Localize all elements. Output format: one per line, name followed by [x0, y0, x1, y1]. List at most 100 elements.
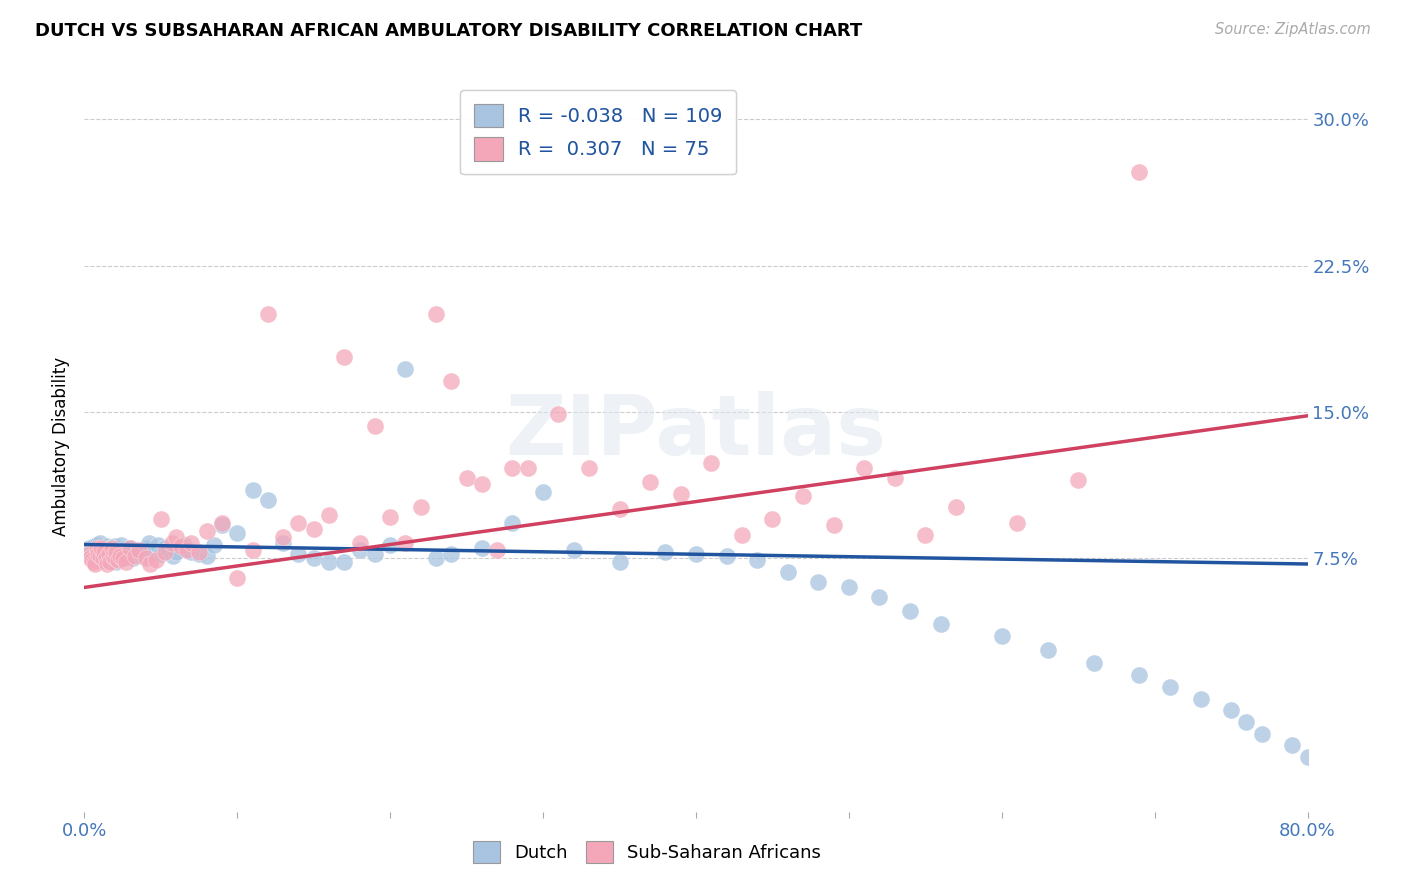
- Point: [669, 487, 692, 501]
- Point: [155, 541, 177, 556]
- Point: [91, 553, 114, 567]
- Point: [333, 351, 356, 365]
- Point: [124, 543, 146, 558]
- Point: [115, 547, 138, 561]
- Point: [108, 549, 131, 564]
- Point: [97, 543, 120, 558]
- Point: [380, 537, 402, 551]
- Point: [1083, 657, 1105, 671]
- Point: [853, 461, 876, 475]
- Point: [108, 547, 131, 561]
- Point: [86, 537, 108, 551]
- Point: [792, 489, 814, 503]
- Point: [86, 545, 108, 559]
- Point: [104, 540, 127, 554]
- Point: [90, 549, 112, 564]
- Point: [93, 545, 115, 559]
- Point: [929, 617, 952, 632]
- Point: [1159, 680, 1181, 694]
- Y-axis label: Ambulatory Disability: Ambulatory Disability: [52, 357, 70, 535]
- Point: [96, 540, 118, 554]
- Point: [165, 530, 187, 544]
- Point: [83, 540, 105, 554]
- Point: [146, 537, 169, 551]
- Point: [1327, 772, 1350, 786]
- Point: [83, 547, 105, 561]
- Point: [195, 549, 218, 564]
- Point: [456, 471, 478, 485]
- Point: [149, 512, 172, 526]
- Point: [1067, 473, 1090, 487]
- Text: DUTCH VS SUBSAHARAN AFRICAN AMBULATORY DISABILITY CORRELATION CHART: DUTCH VS SUBSAHARAN AFRICAN AMBULATORY D…: [35, 22, 862, 40]
- Point: [176, 543, 198, 558]
- Point: [257, 492, 280, 507]
- Point: [516, 461, 538, 475]
- Point: [761, 512, 783, 526]
- Point: [547, 407, 569, 421]
- Point: [139, 557, 162, 571]
- Point: [135, 541, 157, 556]
- Point: [271, 530, 294, 544]
- Point: [155, 545, 177, 559]
- Point: [160, 535, 183, 549]
- Point: [409, 500, 432, 515]
- Point: [776, 565, 799, 579]
- Point: [364, 547, 387, 561]
- Text: Source: ZipAtlas.com: Source: ZipAtlas.com: [1215, 22, 1371, 37]
- Point: [120, 541, 142, 556]
- Point: [83, 555, 105, 569]
- Point: [145, 553, 167, 567]
- Point: [111, 551, 134, 566]
- Point: [94, 551, 117, 566]
- Point: [531, 484, 554, 499]
- Point: [242, 483, 264, 497]
- Point: [638, 475, 661, 489]
- Point: [138, 535, 160, 549]
- Point: [127, 545, 149, 559]
- Point: [1403, 746, 1406, 760]
- Point: [1281, 739, 1303, 753]
- Point: [98, 547, 121, 561]
- Point: [242, 543, 264, 558]
- Point: [173, 537, 195, 551]
- Point: [149, 547, 172, 561]
- Point: [211, 516, 233, 530]
- Point: [716, 549, 738, 564]
- Point: [731, 527, 754, 541]
- Point: [120, 541, 142, 556]
- Point: [96, 557, 118, 571]
- Point: [98, 555, 121, 569]
- Point: [107, 541, 129, 556]
- Point: [91, 543, 114, 558]
- Point: [128, 543, 150, 558]
- Point: [103, 543, 125, 558]
- Point: [112, 543, 135, 558]
- Point: [257, 307, 280, 321]
- Point: [1372, 798, 1395, 813]
- Point: [135, 551, 157, 566]
- Point: [79, 545, 101, 559]
- Point: [84, 543, 107, 558]
- Point: [1296, 750, 1319, 764]
- Point: [700, 456, 723, 470]
- Point: [302, 522, 325, 536]
- Point: [1250, 727, 1272, 741]
- Point: [1189, 691, 1212, 706]
- Point: [380, 510, 402, 524]
- Point: [578, 461, 600, 475]
- Legend: Dutch, Sub-Saharan Africans: Dutch, Sub-Saharan Africans: [461, 830, 832, 874]
- Point: [80, 549, 103, 564]
- Point: [333, 555, 356, 569]
- Point: [287, 547, 309, 561]
- Point: [654, 545, 676, 559]
- Point: [89, 547, 111, 561]
- Point: [89, 549, 111, 564]
- Point: [188, 545, 211, 559]
- Point: [96, 545, 118, 559]
- Point: [76, 543, 98, 558]
- Point: [87, 547, 110, 561]
- Point: [101, 551, 124, 566]
- Point: [471, 541, 494, 556]
- Point: [869, 590, 891, 604]
- Point: [823, 518, 845, 533]
